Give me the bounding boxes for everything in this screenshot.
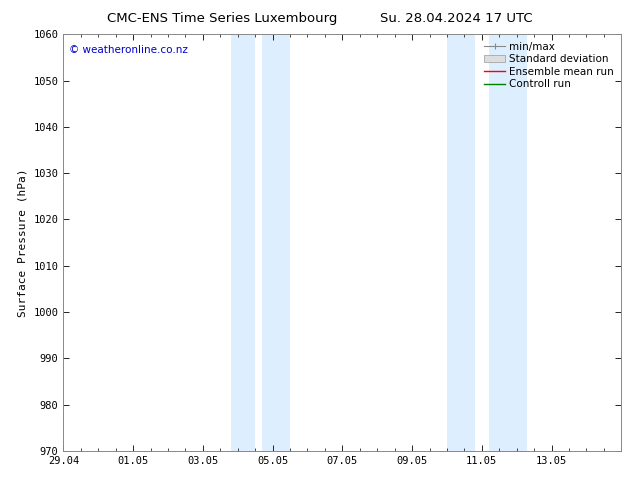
Text: © weatheronline.co.nz: © weatheronline.co.nz [69, 45, 188, 55]
Bar [447, 34, 475, 451]
Text: Su. 28.04.2024 17 UTC: Su. 28.04.2024 17 UTC [380, 12, 533, 25]
Bar [489, 34, 527, 451]
Bar [231, 34, 255, 451]
Legend: min/max, Standard deviation, Ensemble mean run, Controll run: min/max, Standard deviation, Ensemble me… [482, 40, 616, 92]
Y-axis label: Surface Pressure (hPa): Surface Pressure (hPa) [18, 168, 28, 317]
Bar [262, 34, 290, 451]
Text: CMC-ENS Time Series Luxembourg: CMC-ENS Time Series Luxembourg [107, 12, 337, 25]
